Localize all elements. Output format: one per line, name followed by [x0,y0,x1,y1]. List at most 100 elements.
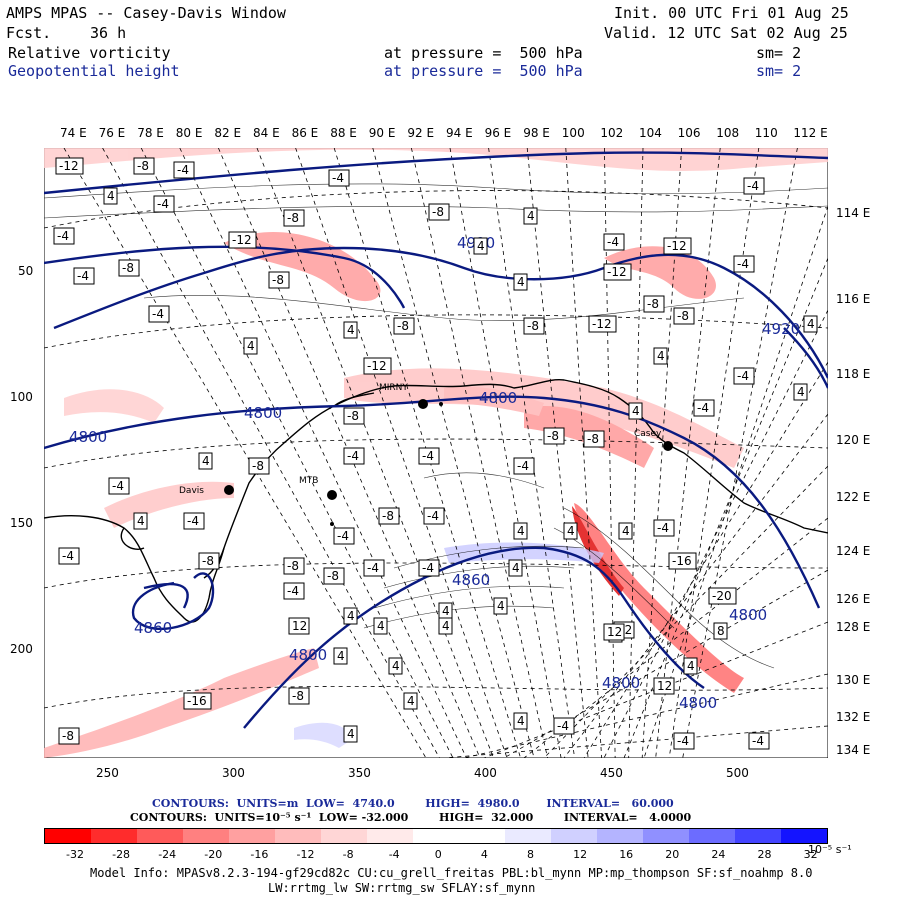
vorticity-label: 4 [563,522,578,540]
vorticity-label: -12 [663,237,692,255]
svg-text:-8: -8 [587,432,599,446]
bottom-axis-label: 250 [96,766,119,780]
colorbar-swatch [367,829,413,843]
vorticity-label: 4 [653,347,668,365]
vorticity-label: -12 [588,315,617,333]
vorticity-label: 4 [493,597,508,615]
svg-text:-8: -8 [122,261,134,275]
svg-text:4: 4 [137,514,145,528]
vorticity-label: 4 [803,315,818,333]
top-longitude-label: 80 E [175,126,203,140]
svg-text:12: 12 [292,619,307,633]
vorticity-label: 4 [513,522,528,540]
svg-text:-4: -4 [657,521,669,535]
vorticity-label: 12 [288,617,310,635]
vorticity-label: 4 [508,559,523,577]
vorticity-label: -12 [55,157,84,175]
right-longitude-label: 132 E [836,710,871,724]
vorticity-label: -8 [133,157,155,175]
init-time: Init. 00 UTC Fri 01 Aug 25 [614,4,849,22]
graticule [44,148,828,758]
vorticity-label: 4 [438,617,453,635]
colorbar-swatch [643,829,689,843]
svg-text:-4: -4 [77,269,89,283]
station-mtb-label: MTB [299,476,318,486]
colorbar-swatch [91,829,137,843]
colorbar-tick-label: -24 [158,848,177,861]
top-longitude-label: 100 [561,126,585,140]
bottom-axis-label: 400 [474,766,497,780]
svg-text:-4: -4 [737,257,749,271]
svg-text:4: 4 [442,604,450,618]
colorbar-tick-label: 12 [573,848,588,861]
svg-text:4: 4 [512,561,520,575]
top-longitude-label: 90 E [368,126,396,140]
vorticity-label: -8 [673,307,695,325]
right-longitude-label: 130 E [836,673,871,687]
svg-text:-8: -8 [527,319,539,333]
vorticity-label: 4 [373,617,388,635]
colorbar-swatch [781,829,827,843]
svg-text:-4: -4 [57,229,69,243]
vorticity-label: -8 [268,271,290,289]
svg-text:-4: -4 [332,171,344,185]
vorticity-label: -4 [673,732,695,750]
station-davis-marker [224,485,234,495]
svg-text:-20: -20 [712,589,732,603]
svg-text:-8: -8 [287,559,299,573]
svg-text:4: 4 [807,317,815,331]
bottom-axis-label: 300 [222,766,245,780]
bottom-axis-label: 350 [348,766,371,780]
vorticity-label: -4 [363,559,385,577]
colorbar-tick-label: 20 [665,848,680,861]
svg-text:4: 4 [442,619,450,633]
top-longitude-label: 96 E [484,126,512,140]
model-info-line1: Model Info: MPASv8.2.3-194-gf29cd82c CU:… [90,866,813,880]
svg-text:4: 4 [392,659,400,673]
vorticity-label: 12 [603,623,625,641]
svg-text:-4: -4 [112,479,124,493]
bottom-axis-label: 450 [600,766,623,780]
station-casey-label: Casey [634,429,662,439]
vorticity-label: 4 [473,237,488,255]
vorticity-label: -4 [58,547,80,565]
station-mirny-label: MIRNY [379,383,408,393]
svg-text:4: 4 [407,694,415,708]
vorticity-label: 4 [513,273,528,291]
vorticity-label: -8 [643,295,665,313]
svg-text:-8: -8 [327,569,339,583]
vorticity-label: 4 [343,607,358,625]
top-longitude-label: 108 [716,126,740,140]
top-longitude-label: 86 E [291,126,319,140]
svg-text:4: 4 [247,339,255,353]
vorticity-label: -4 [513,457,535,475]
height-label: 4920 [762,320,800,338]
height-label: 4860 [452,571,490,589]
height-label: 4800 [479,389,517,407]
vorticity-label: 4 [618,522,633,540]
svg-text:-4: -4 [737,369,749,383]
colorbar-tick-label: 32 [803,848,818,861]
right-longitude-label: 122 E [836,490,871,504]
colorbar-swatch [413,829,459,843]
height-label: 4800 [69,428,107,446]
colorbar-swatch [551,829,597,843]
svg-text:4: 4 [567,524,575,538]
right-longitude-label: 124 E [836,544,871,558]
vorticity-label: -8 [283,557,305,575]
model-info-line2: LW:rrtmg_lw SW:rrtmg_sw SFLAY:sf_mynn [268,881,536,895]
height-contours [44,151,828,729]
colorbar-swatch [321,829,367,843]
vorticity-label: -8 [248,457,270,475]
top-longitude-label: 112 E [793,126,828,140]
svg-text:-4: -4 [287,584,299,598]
svg-text:4: 4 [497,599,505,613]
field2-name: Geopotential height [8,62,180,80]
colorbar-tick-label: 4 [480,848,488,861]
forecast-label: Fcst. [6,24,52,42]
field1-smoothing: sm= 2 [756,44,802,62]
vorticity-label: -4 [183,512,205,530]
top-longitude-label: 74 E [60,126,87,140]
colorbar-swatch [229,829,275,843]
vorticity-contours [44,183,828,669]
